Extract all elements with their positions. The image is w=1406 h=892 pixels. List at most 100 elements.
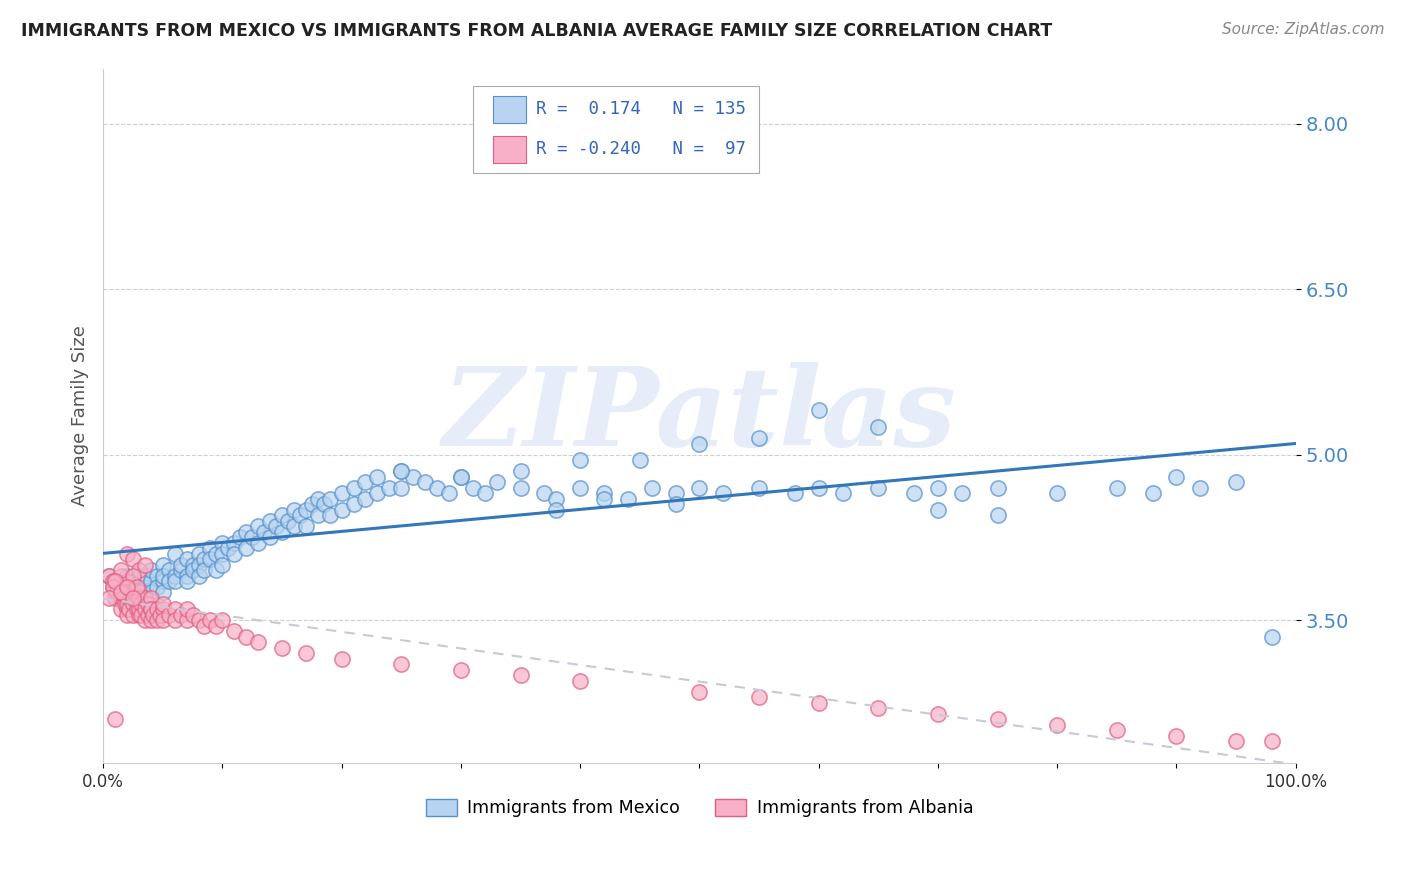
Point xyxy=(259,514,281,528)
Point xyxy=(157,574,180,589)
Point xyxy=(149,607,172,622)
Point xyxy=(229,530,252,544)
Point xyxy=(125,591,148,605)
Point xyxy=(122,591,145,605)
Point xyxy=(139,613,162,627)
Point xyxy=(205,547,228,561)
Point xyxy=(138,607,160,622)
Point xyxy=(128,602,150,616)
Point xyxy=(1166,729,1188,743)
Point xyxy=(389,464,412,478)
Point xyxy=(114,585,136,599)
Point xyxy=(176,569,198,583)
Point xyxy=(330,502,353,516)
Point xyxy=(868,481,890,495)
Point xyxy=(1261,630,1284,644)
Point xyxy=(1225,475,1247,490)
Point xyxy=(157,607,180,622)
Point xyxy=(509,464,531,478)
Point xyxy=(128,563,150,577)
Point xyxy=(200,552,222,566)
Point xyxy=(181,558,204,572)
Point xyxy=(1046,718,1069,732)
Point xyxy=(509,668,531,682)
Point xyxy=(152,602,174,616)
Point xyxy=(413,475,436,490)
Y-axis label: Average Family Size: Average Family Size xyxy=(72,326,89,507)
Point xyxy=(125,602,148,616)
Point xyxy=(664,497,686,511)
Point xyxy=(437,486,460,500)
Point xyxy=(187,558,209,572)
Point xyxy=(193,552,215,566)
Point xyxy=(283,502,305,516)
Point xyxy=(1142,486,1164,500)
Point xyxy=(342,497,364,511)
Point xyxy=(163,547,186,561)
Point xyxy=(115,574,138,589)
Point xyxy=(211,536,233,550)
Point xyxy=(104,574,127,589)
Point xyxy=(211,613,233,627)
Point xyxy=(181,563,204,577)
Point xyxy=(115,547,138,561)
Point xyxy=(122,552,145,566)
Point xyxy=(312,497,335,511)
Point xyxy=(319,508,342,523)
Point xyxy=(389,657,412,672)
Point xyxy=(271,508,294,523)
Point xyxy=(134,591,156,605)
Point xyxy=(330,651,353,665)
Point xyxy=(205,563,228,577)
Point xyxy=(307,491,329,506)
Point xyxy=(129,597,152,611)
Point xyxy=(783,486,806,500)
Point xyxy=(115,580,138,594)
Point xyxy=(134,613,156,627)
Point xyxy=(139,585,162,599)
Text: R = -0.240   N =  97: R = -0.240 N = 97 xyxy=(536,140,747,158)
Point xyxy=(211,547,233,561)
Point xyxy=(253,524,276,539)
Point xyxy=(235,524,257,539)
Point xyxy=(1261,734,1284,748)
Point xyxy=(128,591,150,605)
Point xyxy=(688,436,710,450)
Point xyxy=(301,497,323,511)
Point xyxy=(139,602,162,616)
Point xyxy=(115,569,138,583)
Text: R =  0.174   N = 135: R = 0.174 N = 135 xyxy=(536,100,747,119)
Point xyxy=(927,481,949,495)
Point xyxy=(110,563,132,577)
Point xyxy=(139,574,162,589)
Point xyxy=(176,613,198,627)
Point xyxy=(152,597,174,611)
Point xyxy=(240,530,263,544)
Point xyxy=(295,519,318,533)
Point xyxy=(107,585,129,599)
Point xyxy=(114,597,136,611)
Point xyxy=(139,563,162,577)
Point xyxy=(533,486,555,500)
Point xyxy=(104,574,127,589)
Point xyxy=(146,602,169,616)
Point xyxy=(330,486,353,500)
Point xyxy=(107,585,129,599)
Point xyxy=(118,591,141,605)
Point xyxy=(101,580,124,594)
Point xyxy=(200,613,222,627)
FancyBboxPatch shape xyxy=(472,86,759,173)
Point xyxy=(152,574,174,589)
Point xyxy=(128,585,150,599)
Point xyxy=(1105,481,1128,495)
Point xyxy=(110,569,132,583)
Point xyxy=(152,613,174,627)
Point xyxy=(146,580,169,594)
Point xyxy=(366,486,388,500)
Point xyxy=(1046,486,1069,500)
Point xyxy=(617,491,640,506)
Point xyxy=(169,563,191,577)
Legend: Immigrants from Mexico, Immigrants from Albania: Immigrants from Mexico, Immigrants from … xyxy=(419,791,980,824)
Point xyxy=(98,569,121,583)
Point xyxy=(128,569,150,583)
